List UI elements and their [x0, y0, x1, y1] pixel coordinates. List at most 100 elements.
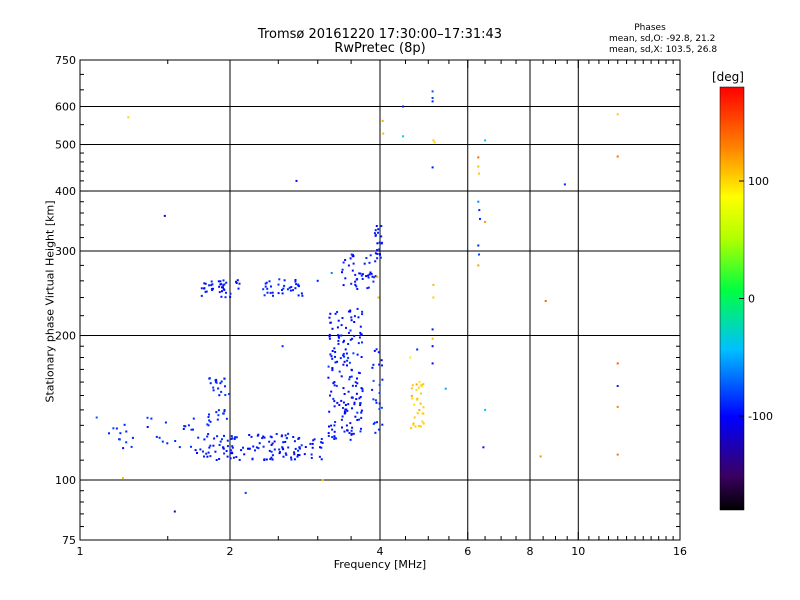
data-point [361, 310, 364, 313]
data-point [358, 272, 361, 275]
data-point [206, 435, 209, 438]
data-point [218, 458, 221, 460]
data-point [235, 280, 237, 283]
data-point [410, 394, 413, 397]
data-point [356, 288, 359, 290]
x-axis-label: Frequency [MHz] [333, 558, 427, 571]
data-point [539, 455, 542, 458]
data-point [294, 279, 297, 281]
data-point [300, 292, 303, 295]
data-point [209, 420, 212, 423]
data-point [208, 446, 211, 449]
data-point [345, 424, 348, 427]
data-point [337, 335, 340, 338]
data-point [380, 406, 383, 409]
data-point [380, 235, 383, 238]
data-point [290, 456, 293, 459]
data-point [279, 451, 281, 453]
data-point [266, 291, 269, 294]
data-point [316, 279, 319, 282]
data-point [282, 448, 285, 451]
data-point [220, 283, 223, 286]
data-point [221, 290, 223, 293]
data-point [218, 285, 221, 288]
data-point [220, 295, 223, 298]
data-point [298, 454, 301, 457]
data-point [410, 427, 413, 429]
data-point [349, 338, 352, 341]
data-point [270, 456, 273, 459]
data-point [230, 449, 233, 452]
data-point [373, 349, 376, 352]
data-point [354, 415, 357, 418]
data-point [277, 283, 280, 286]
data-point [359, 325, 362, 328]
data-point [369, 254, 372, 257]
data-point [413, 416, 416, 419]
y-tick-label: 500 [55, 139, 76, 152]
data-point [223, 377, 226, 380]
data-point [353, 315, 356, 318]
data-point [347, 264, 350, 267]
data-point [263, 459, 266, 461]
data-point [334, 312, 337, 315]
data-point [359, 331, 362, 334]
data-point [616, 362, 619, 365]
data-point [287, 432, 290, 435]
data-point [268, 449, 271, 452]
data-point [320, 438, 323, 440]
data-point [356, 419, 359, 421]
data-point [340, 375, 343, 378]
data-point [347, 343, 350, 345]
data-point [331, 369, 334, 372]
data-point [238, 458, 241, 461]
data-point [354, 283, 357, 286]
data-point [214, 379, 217, 382]
data-point [336, 326, 339, 329]
data-point [224, 394, 227, 396]
data-point [347, 356, 350, 359]
data-point [281, 289, 283, 291]
data-point [349, 438, 352, 441]
data-point [477, 244, 480, 247]
data-point [377, 231, 379, 234]
data-point [265, 458, 268, 461]
data-point [373, 232, 376, 235]
data-point [333, 381, 336, 383]
data-point [484, 408, 487, 411]
data-point [288, 286, 291, 289]
data-point [204, 290, 207, 293]
data-point [330, 355, 333, 358]
data-point [352, 262, 355, 265]
data-point [344, 277, 347, 280]
data-point [205, 452, 208, 455]
data-point [351, 426, 354, 429]
data-point [444, 387, 447, 390]
data-point [378, 392, 381, 394]
data-point [278, 452, 281, 455]
data-point [337, 339, 340, 342]
data-point [616, 453, 619, 456]
data-point [211, 283, 214, 286]
data-point [115, 427, 118, 430]
data-point [264, 282, 267, 285]
data-point [228, 393, 231, 395]
data-point [378, 402, 381, 405]
data-point [420, 384, 423, 387]
data-point [256, 434, 259, 437]
data-point [616, 113, 619, 116]
data-point [361, 341, 363, 344]
data-point [350, 429, 353, 432]
data-point [207, 416, 210, 418]
data-point [207, 424, 210, 427]
data-point [372, 363, 375, 366]
data-point [351, 384, 354, 387]
data-point [413, 403, 416, 406]
data-point [229, 457, 232, 460]
data-point [173, 510, 176, 513]
data-point [334, 351, 337, 353]
data-point [418, 381, 421, 384]
data-point [108, 432, 110, 435]
data-point [207, 451, 210, 454]
data-point [331, 357, 334, 360]
